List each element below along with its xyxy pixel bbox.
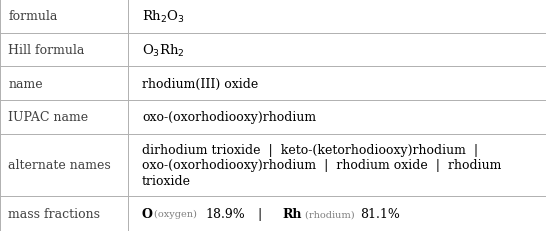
Text: mass fractions: mass fractions	[8, 207, 100, 220]
Text: O: O	[142, 207, 153, 220]
Text: rhodium(III) oxide: rhodium(III) oxide	[142, 77, 258, 90]
Text: IUPAC name: IUPAC name	[8, 111, 88, 124]
Text: trioxide: trioxide	[142, 174, 191, 187]
Text: formula: formula	[8, 10, 57, 23]
Text: 18.9%: 18.9%	[205, 207, 245, 220]
Text: (oxygen): (oxygen)	[152, 209, 199, 218]
Text: Rh$_2$O$_3$: Rh$_2$O$_3$	[142, 9, 185, 25]
Text: 81.1%: 81.1%	[360, 207, 400, 220]
Text: |: |	[251, 207, 271, 220]
Text: Rh: Rh	[282, 207, 301, 220]
Text: dirhodium trioxide  |  keto-(ketorhodiooxy)rhodium  |: dirhodium trioxide | keto-(ketorhodiooxy…	[142, 143, 478, 156]
Text: (rhodium): (rhodium)	[303, 209, 357, 218]
Text: name: name	[8, 77, 43, 90]
Text: oxo-(oxorhodiooxy)rhodium  |  rhodium oxide  |  rhodium: oxo-(oxorhodiooxy)rhodium | rhodium oxid…	[142, 159, 501, 172]
Text: oxo-(oxorhodiooxy)rhodium: oxo-(oxorhodiooxy)rhodium	[142, 111, 316, 124]
Text: Hill formula: Hill formula	[8, 44, 85, 57]
Text: alternate names: alternate names	[8, 159, 111, 172]
Text: O$_3$Rh$_2$: O$_3$Rh$_2$	[142, 42, 185, 58]
